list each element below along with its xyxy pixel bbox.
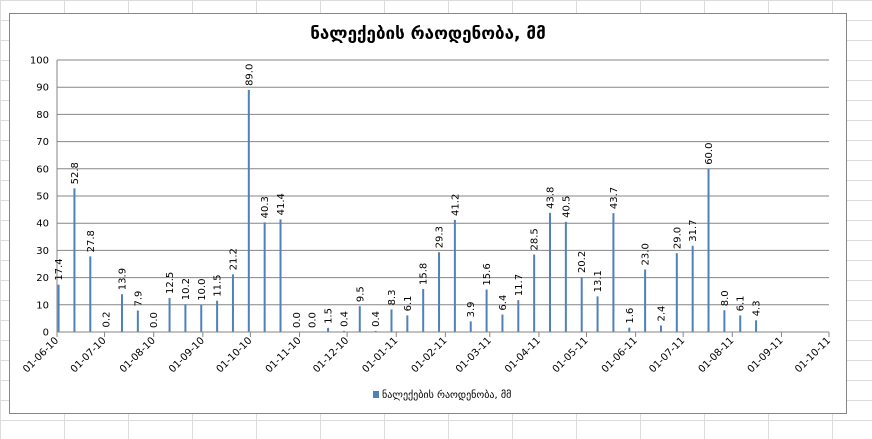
data-label: 31.7 [688,220,699,242]
data-label: 10.2 [181,278,192,300]
data-label: 17.4 [54,258,65,280]
y-tick-label: 70 [36,137,49,148]
x-tick-label: 01-08-10 [118,335,158,375]
data-label: 0.0 [149,312,160,328]
data-label: 27.8 [86,230,97,252]
data-label: 40.5 [561,196,572,218]
x-tick-label: 01-12-10 [311,335,351,375]
data-label: 13.9 [117,268,128,290]
data-label: 60.0 [704,143,715,165]
y-tick-label: 10 [36,300,49,311]
x-tick-label: 01-05-11 [551,335,591,375]
data-label: 4.3 [752,300,763,316]
y-tick-label: 20 [36,273,49,284]
data-label: 8.0 [720,290,731,306]
legend-swatch [373,391,379,398]
y-tick-label: 80 [36,110,49,121]
x-tick-label: 01-07-10 [69,335,109,375]
data-label: 40.3 [260,196,271,218]
legend-label: ნალექების რაოდენობა, მმ [382,389,511,401]
y-tick-label: 50 [36,192,49,203]
x-tick-label: 01-04-11 [503,335,543,375]
y-tick-label: 100 [30,56,49,67]
x-tick-label: 01-07-11 [647,335,687,375]
data-label: 13.1 [593,270,604,292]
data-label: 6.4 [498,295,509,311]
data-label: 9.5 [355,286,366,302]
data-label: 1.6 [625,308,636,324]
data-label: 0.4 [371,311,382,327]
data-label: 0.0 [308,312,319,328]
data-label: 41.2 [450,194,461,216]
x-tick-label: 01-03-11 [454,335,494,375]
x-tick-label: 01-06-11 [600,335,640,375]
x-tick-label: 01-09-10 [167,335,207,375]
data-label: 15.8 [419,263,430,285]
data-label: 3.9 [466,301,477,317]
x-tick-label: 01-10-10 [215,335,255,375]
y-tick-label: 30 [36,246,49,257]
data-label: 0.2 [102,312,113,328]
data-label: 11.7 [514,274,525,296]
x-tick-label: 01-01-11 [360,335,400,375]
data-label: 29.0 [672,227,683,249]
x-tick-label: 01-09-11 [746,335,786,375]
data-label: 0.0 [292,312,303,328]
data-label: 28.5 [530,228,541,250]
data-label: 2.4 [656,306,667,322]
x-tick-label: 01-02-11 [410,335,450,375]
data-label: 43.8 [546,187,557,209]
data-label: 21.2 [228,248,239,270]
data-label: 0.4 [339,311,350,327]
data-label: 41.4 [276,193,287,215]
y-tick-label: 40 [36,219,49,230]
chart-title: ნალექების რაოდენობა, მმ [310,24,546,44]
data-label: 52.8 [70,162,81,184]
chart-frame[interactable]: ნალექების რაოდენობა, მმ 0 10 20 30 40 50 60 70 8… [9,13,847,414]
data-label: 23.0 [641,243,652,265]
x-tick-label: 01-08-11 [697,335,737,375]
data-label: 29.3 [435,226,446,248]
data-label: 12.5 [165,272,176,294]
data-label: 43.7 [609,187,620,209]
data-label: 10.0 [197,279,208,301]
x-tick-label: 01-10-11 [793,335,833,375]
x-tick-label: 01-11-10 [264,335,304,375]
data-label: 20.2 [577,251,588,273]
data-label: 8.3 [387,290,398,306]
y-tick-label: 90 [36,83,49,94]
x-tick-label: 01-06-10 [21,335,61,375]
data-label: 89.0 [244,64,255,86]
data-label: 6.1 [403,296,414,312]
data-label: 1.5 [324,308,335,324]
data-label: 11.5 [213,274,224,296]
y-tick-label: 0 [43,328,49,339]
data-label: 6.1 [736,296,747,312]
y-tick-label: 60 [36,164,49,175]
data-label: 15.6 [482,263,493,285]
data-label: 7.9 [133,291,144,307]
